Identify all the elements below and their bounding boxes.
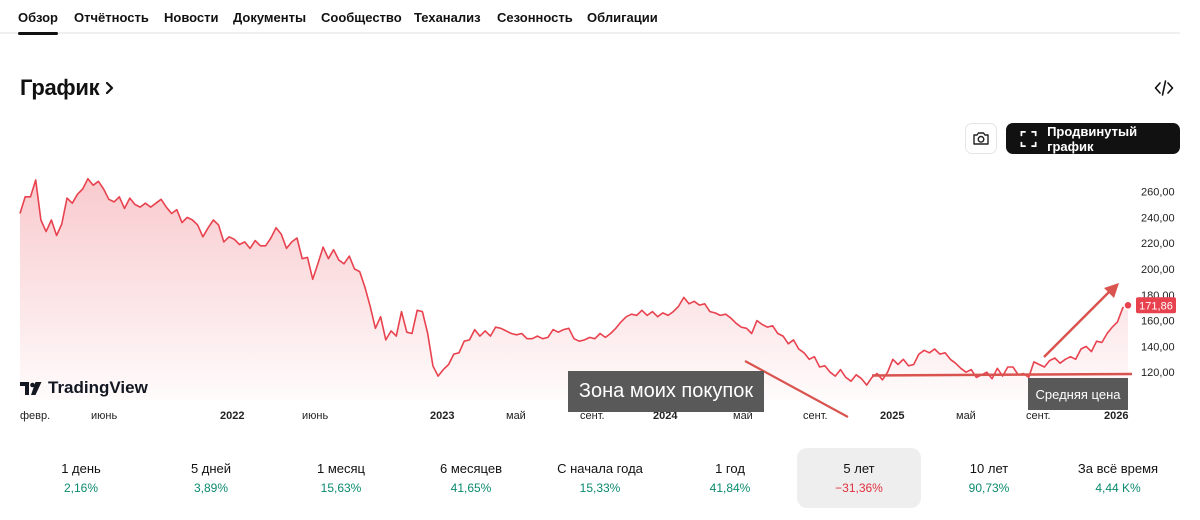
tradingview-text: TradingView — [48, 378, 148, 397]
last-price-badge — [1136, 297, 1176, 314]
y-tick-label: 140,00 — [1141, 341, 1175, 353]
last-price-dot — [1123, 300, 1133, 311]
period-change: 41,84% — [709, 481, 751, 495]
period-change: 41,65% — [450, 481, 492, 495]
period-label: За всё время — [1077, 461, 1159, 476]
period-change: 90,73% — [968, 481, 1010, 495]
growth-arrow-head — [1104, 283, 1119, 298]
tab-community[interactable]: Сообщество — [321, 10, 402, 25]
tab-bar: Обзор Отчётность Новости Документы Сообщ… — [0, 0, 1180, 35]
advanced-chart-button[interactable]: Продвинутый график — [1006, 123, 1180, 154]
price-area — [20, 178, 1128, 400]
x-tick-label: сент. — [803, 410, 828, 422]
x-tick-label: 2023 — [430, 410, 454, 422]
tab-bonds[interactable]: Облигации — [587, 10, 658, 25]
period-1-month[interactable]: 1 месяц 15,63% — [279, 448, 403, 508]
y-tick-label: 200,00 — [1141, 264, 1175, 276]
average-price-label: Средняя цена — [1028, 378, 1128, 410]
y-tick-label: 120,00 — [1141, 367, 1175, 379]
price-chart-svg: 260,00240,00220,00200,00180,00160,00140,… — [19, 177, 1176, 422]
period-5-days[interactable]: 5 дней 3,89% — [149, 448, 273, 508]
period-label: 5 лет — [843, 461, 875, 476]
x-tick-label: 2025 — [880, 410, 904, 422]
period-label: 1 день — [61, 461, 101, 476]
price-chart[interactable]: 260,00 240,00 220,00 200,00 180,00 160,00 140,… — [0, 160, 1200, 430]
last-price-text: 171,86 — [1139, 300, 1173, 312]
expand-icon — [1020, 130, 1037, 147]
period-ytd[interactable]: С начала года 15,33% — [538, 448, 662, 508]
tradingview-icon — [20, 381, 42, 395]
chart-section-title-text: График — [20, 75, 100, 100]
advanced-chart-label: Продвинутый график — [1047, 123, 1138, 154]
tab-tech-analysis[interactable]: Теханализ — [414, 10, 481, 25]
buy-zone-label: Зона моих покупок — [568, 371, 764, 412]
x-tick-label: июнь — [302, 410, 328, 422]
x-tick-label: 2026 — [1104, 410, 1128, 422]
tradingview-logo: TradingView — [20, 378, 148, 398]
x-tick-label: сент. — [580, 410, 605, 422]
price-line — [19, 177, 1129, 386]
x-tick-label: май — [506, 410, 526, 422]
period-label: 1 месяц — [317, 461, 365, 476]
growth-arrow-shaft — [1043, 290, 1111, 358]
y-tick-label: 160,00 — [1141, 316, 1175, 328]
x-tick-label: сент. — [1026, 410, 1051, 422]
period-change: 3,89% — [193, 481, 229, 495]
x-tick-label: июнь — [91, 410, 117, 422]
period-label: С начала года — [557, 461, 643, 476]
tab-seasonality[interactable]: Сезонность — [497, 10, 573, 25]
tab-documents[interactable]: Документы — [233, 10, 307, 25]
period-label: 1 год — [715, 461, 745, 476]
average-price-line — [871, 372, 1133, 377]
period-change: 15,33% — [579, 481, 621, 495]
tab-overview[interactable]: Обзор — [18, 10, 58, 35]
period-label: 10 лет — [969, 461, 1009, 476]
period-1-day[interactable]: 1 день 2,16% — [19, 448, 143, 508]
period-label: 5 дней — [190, 461, 232, 476]
period-selector: 1 день 2,16% 5 дней 3,89% 1 месяц 15,63%… — [0, 448, 1200, 508]
tab-reports[interactable]: Отчётность — [74, 10, 149, 25]
x-tick-label: май — [733, 410, 753, 422]
y-tick-label: 220,00 — [1141, 238, 1175, 250]
period-1-year[interactable]: 1 год 41,84% — [668, 448, 792, 508]
x-tick-label: 2024 — [653, 410, 678, 422]
buy-zone-trend-line — [744, 360, 849, 418]
period-all-time[interactable]: За всё время 4,44 K% — [1056, 448, 1180, 508]
period-change: 15,63% — [320, 481, 362, 495]
period-10-years[interactable]: 10 лет 90,73% — [927, 448, 1051, 508]
period-label: 6 месяцев — [440, 461, 502, 476]
period-change: 4,44 K% — [1095, 481, 1141, 495]
camera-icon — [973, 132, 989, 145]
chart-section-title[interactable]: График — [20, 75, 115, 101]
y-tick-label: 260,00 — [1141, 187, 1175, 199]
period-change: −31,36% — [835, 481, 883, 495]
period-5-years[interactable]: 5 лет −31,36% — [797, 448, 921, 508]
x-tick-label: май — [956, 410, 976, 422]
y-tick-label: 240,00 — [1141, 212, 1175, 224]
code-embed-icon[interactable] — [1154, 79, 1174, 97]
screenshot-button[interactable] — [965, 123, 997, 154]
period-6-months[interactable]: 6 месяцев 41,65% — [409, 448, 533, 508]
period-change: 2,16% — [63, 481, 99, 495]
chevron-right-icon — [106, 81, 114, 95]
tab-news[interactable]: Новости — [164, 10, 219, 25]
x-tick-label: 2022 — [220, 410, 244, 422]
x-tick-label: февр. — [20, 410, 50, 422]
